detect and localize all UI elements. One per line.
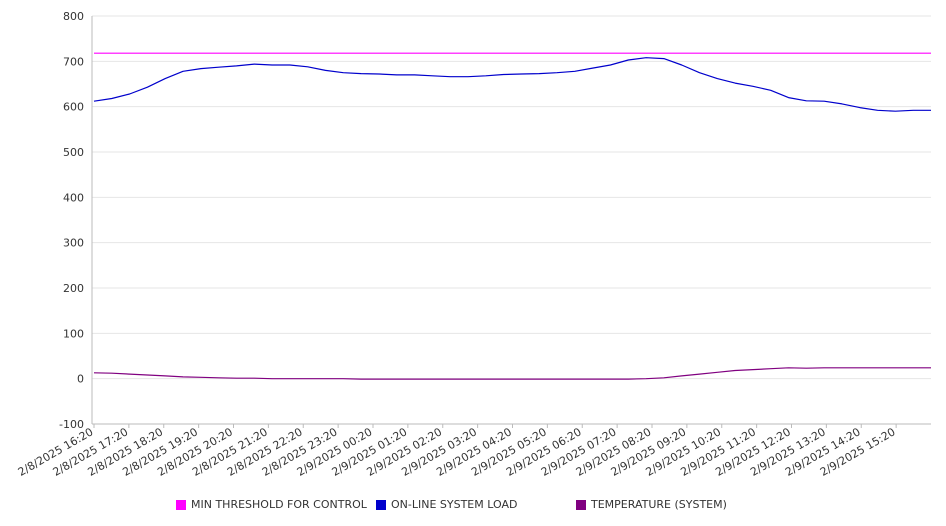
legend-item-system-load[interactable]: ON-LINE SYSTEM LOAD — [376, 498, 517, 511]
legend-label-system-load: ON-LINE SYSTEM LOAD — [391, 498, 518, 511]
legend-item-temperature[interactable]: TEMPERATURE (SYSTEM) — [576, 498, 727, 511]
legend-swatch-temperature — [576, 499, 586, 510]
y-tick-label--100: -100 — [59, 418, 84, 431]
series-line-temperature-system — [93, 367, 931, 380]
y-tick-label-700: 700 — [63, 55, 84, 68]
legend-item-threshold[interactable]: MIN THRESHOLD FOR CONTROL — [176, 498, 367, 511]
y-tick-label-400: 400 — [63, 191, 84, 204]
y-tick-label-0: 0 — [77, 373, 84, 386]
y-tick-label-300: 300 — [63, 237, 84, 250]
legend-swatch-threshold — [176, 499, 186, 510]
y-tick-label-100: 100 — [63, 327, 84, 340]
y-tick-label-500: 500 — [63, 146, 84, 159]
legend-swatch-system-load — [376, 499, 386, 510]
y-tick-label-200: 200 — [63, 282, 84, 295]
y-tick-label-800: 800 — [63, 10, 84, 23]
legend-label-threshold: MIN THRESHOLD FOR CONTROL — [191, 498, 367, 511]
legend: MIN THRESHOLD FOR CONTROL ON-LINE SYSTEM… — [0, 498, 946, 514]
legend-label-temperature: TEMPERATURE (SYSTEM) — [591, 498, 727, 511]
y-tick-label-600: 600 — [63, 101, 84, 114]
series-line-on-line-system-load — [93, 57, 931, 112]
